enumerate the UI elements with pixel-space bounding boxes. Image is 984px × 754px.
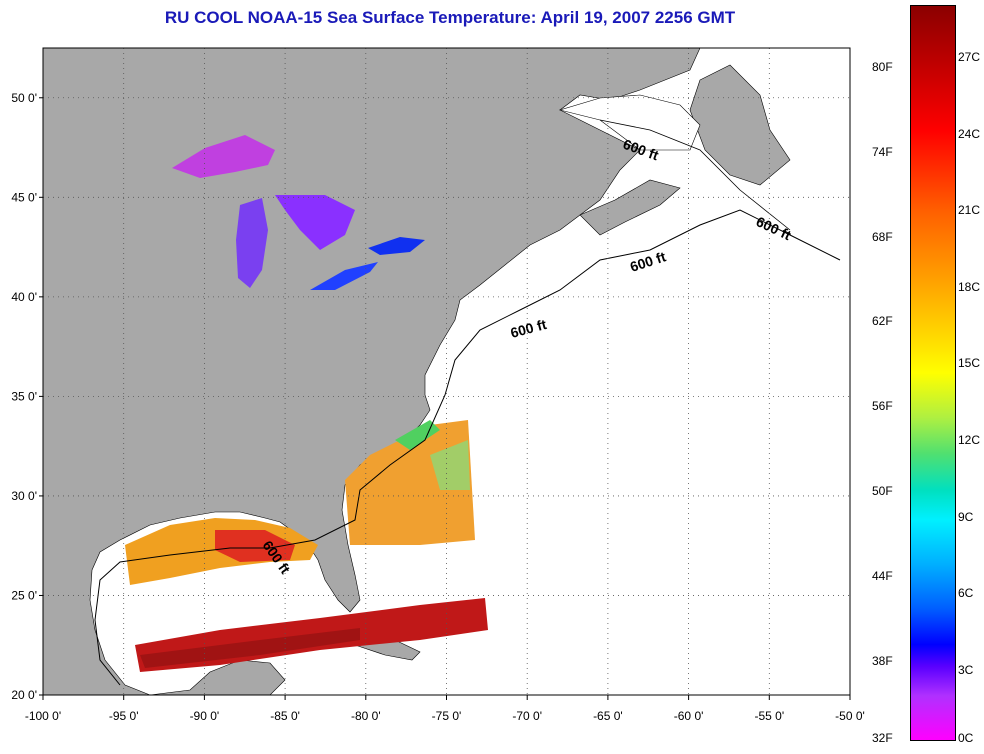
colorbar-label-c: 24C	[958, 126, 981, 141]
land-nova-scotia	[579, 179, 681, 236]
x-tick-label: -95 0'	[109, 709, 139, 723]
sst-lake-erie	[310, 262, 378, 290]
temperature-colorbar	[910, 5, 956, 741]
x-tick-label: -65 0'	[593, 709, 623, 723]
x-tick-label: -50 0'	[835, 709, 865, 723]
sst-gulf-warm	[215, 530, 295, 562]
shelf-edge-east	[599, 119, 791, 231]
x-tick-label: -80 0'	[351, 709, 381, 723]
x-tick-label: -55 0'	[754, 709, 784, 723]
x-tick-label: -75 0'	[432, 709, 462, 723]
sst-lake-michigan	[236, 198, 268, 288]
colorbar-label-f: 74F	[872, 144, 893, 159]
x-tick-label: -85 0'	[270, 709, 300, 723]
y-tick-label: 45 0'	[11, 190, 37, 204]
sst-data	[125, 135, 488, 672]
y-tick-label: 40 0'	[11, 290, 37, 304]
sst-lake-huron	[275, 195, 355, 250]
colorbar-label-c: 21C	[958, 203, 981, 218]
colorbar-label-f: 80F	[872, 60, 893, 74]
colorbar-label-c: 0C	[958, 731, 974, 745]
colorbar-label-c: 15C	[958, 356, 981, 371]
colorbar-label-f: 38F	[872, 653, 893, 668]
map-title: RU COOL NOAA-15 Sea Surface Temperature:…	[164, 8, 736, 27]
sst-south-swath-dark	[140, 628, 360, 668]
x-tick-label: -70 0'	[512, 709, 542, 723]
longitude-axis: -100 0' -95 0' -90 0' -85 0' -80 0' -75 0' -70…	[25, 695, 865, 723]
y-tick-label: 25 0'	[11, 588, 37, 602]
latitude-axis: 50 0' 45 0' 40 0' 35 0' 30 0' 25 0' 20 0'	[11, 91, 43, 702]
sst-atlantic-cool	[430, 440, 470, 490]
x-tick-label: -60 0'	[674, 709, 704, 723]
colorbar-label-f: 68F	[872, 229, 893, 244]
colorbar-label-c: 9C	[958, 509, 974, 524]
colorbar-label-f: 56F	[872, 399, 893, 414]
colorbar-label-c: 27C	[958, 50, 981, 64]
y-tick-label: 30 0'	[11, 489, 37, 503]
colorbar-label-f: 50F	[872, 484, 893, 498]
colorbar-label-c: 18C	[958, 279, 981, 294]
colorbar-label-f: 62F	[872, 314, 893, 329]
sst-coastal-green	[395, 420, 440, 450]
colorbar-label-c: 3C	[958, 662, 974, 677]
colorbar-label-c: 12C	[958, 433, 981, 447]
x-tick-label: -100 0'	[25, 709, 61, 723]
y-tick-label: 35 0'	[11, 389, 37, 403]
isobath-600ft-line	[94, 209, 841, 686]
land-yucatan	[149, 659, 286, 695]
x-tick-label: -90 0'	[190, 709, 220, 723]
colorbar-label-c: 6C	[958, 586, 974, 601]
sst-lake-ontario	[368, 237, 425, 255]
colorbar-label-f: 32F	[872, 731, 893, 745]
y-tick-label: 20 0'	[11, 688, 37, 702]
colorbar-label-f: 44F	[872, 568, 893, 583]
sst-lake-superior	[172, 135, 275, 178]
y-tick-label: 50 0'	[11, 91, 37, 105]
